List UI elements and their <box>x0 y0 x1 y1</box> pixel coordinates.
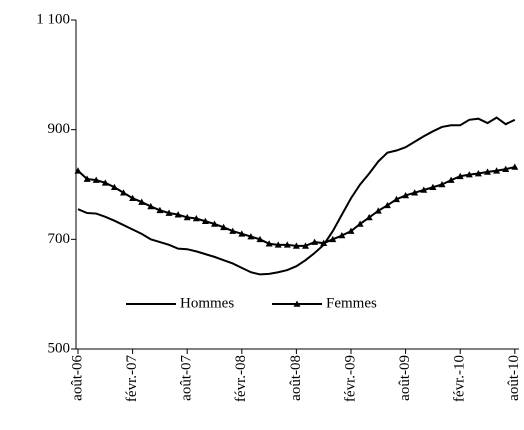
point-marker <box>311 238 319 245</box>
x-tick-label: août-07 <box>179 355 195 401</box>
point-marker <box>120 189 127 196</box>
legend-label: Hommes <box>180 295 234 311</box>
y-tick-label: 900 <box>48 121 71 137</box>
x-tick-label: févr.-07 <box>124 355 140 403</box>
point-marker <box>238 230 246 237</box>
y-tick-label: 1 100 <box>36 11 70 27</box>
point-marker <box>165 209 173 216</box>
point-marker <box>256 235 264 243</box>
point-marker <box>201 217 209 225</box>
point-marker <box>393 195 400 203</box>
x-tick-label: août-09 <box>397 355 413 401</box>
y-tick-label: 500 <box>48 340 71 356</box>
point-marker <box>302 242 309 249</box>
point-marker <box>447 176 455 183</box>
point-marker <box>220 223 228 231</box>
point-marker <box>329 235 337 243</box>
point-marker <box>429 183 437 191</box>
point-marker <box>292 242 300 249</box>
point-marker <box>192 214 200 222</box>
point-marker <box>174 211 182 218</box>
point-marker <box>138 198 146 205</box>
point-marker <box>338 231 346 239</box>
point-marker <box>265 240 273 247</box>
point-marker <box>402 191 410 199</box>
y-tick-label: 700 <box>48 231 71 247</box>
point-marker <box>156 206 164 214</box>
x-tick-label: févr.-09 <box>342 355 358 402</box>
x-tick-label: août-10 <box>506 355 522 401</box>
point-marker <box>484 168 491 175</box>
point-marker <box>183 213 191 221</box>
point-marker <box>511 163 519 170</box>
series-line <box>77 116 516 276</box>
point-marker <box>211 220 218 227</box>
point-marker <box>110 183 118 191</box>
point-marker <box>320 239 328 246</box>
point-marker <box>101 179 109 186</box>
point-marker <box>493 167 501 174</box>
x-tick-label: août-06 <box>69 355 85 401</box>
point-marker <box>474 170 482 177</box>
point-marker <box>83 175 91 182</box>
point-marker <box>92 176 100 183</box>
point-marker <box>356 220 364 227</box>
point-marker <box>502 165 510 172</box>
point-marker <box>465 171 473 178</box>
point-marker <box>456 172 464 180</box>
legend-marker <box>293 300 301 307</box>
point-marker <box>411 189 419 196</box>
point-marker <box>365 213 373 221</box>
x-tick-label: févr.-08 <box>233 355 249 402</box>
point-marker <box>383 201 391 209</box>
point-marker <box>420 186 428 193</box>
x-tick-label: août-08 <box>288 355 304 401</box>
point-marker <box>283 241 291 248</box>
point-marker <box>347 227 355 234</box>
x-tick-label: févr.-10 <box>452 355 468 402</box>
point-marker <box>374 207 382 214</box>
point-marker <box>229 227 237 234</box>
point-marker <box>274 241 282 248</box>
point-marker <box>438 181 446 188</box>
point-marker <box>247 233 255 240</box>
legend-label: Femmes <box>326 295 377 311</box>
point-marker <box>147 202 155 210</box>
point-marker <box>129 194 137 202</box>
point-marker <box>74 167 82 174</box>
